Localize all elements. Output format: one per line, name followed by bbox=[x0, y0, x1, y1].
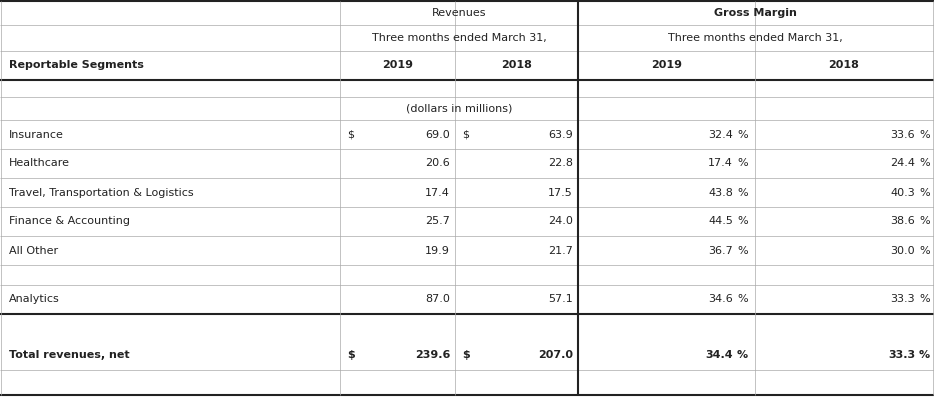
Text: 43.8: 43.8 bbox=[708, 188, 733, 198]
Text: 24.0: 24.0 bbox=[548, 217, 573, 227]
Text: $: $ bbox=[462, 350, 470, 359]
Text: 30.0: 30.0 bbox=[890, 245, 915, 255]
Text: Analytics: Analytics bbox=[9, 294, 60, 304]
Text: 19.9: 19.9 bbox=[425, 245, 450, 255]
Text: %: % bbox=[737, 350, 748, 359]
Text: $: $ bbox=[347, 350, 355, 359]
Text: %: % bbox=[737, 294, 747, 304]
Text: %: % bbox=[919, 188, 929, 198]
Text: 63.9: 63.9 bbox=[548, 130, 573, 140]
Text: 2019: 2019 bbox=[651, 61, 682, 71]
Text: 207.0: 207.0 bbox=[538, 350, 573, 359]
Text: 44.5: 44.5 bbox=[708, 217, 733, 227]
Text: 40.3: 40.3 bbox=[890, 188, 915, 198]
Text: 34.6: 34.6 bbox=[708, 294, 733, 304]
Text: 24.4: 24.4 bbox=[890, 158, 915, 168]
Text: 2019: 2019 bbox=[382, 61, 413, 71]
Text: Reportable Segments: Reportable Segments bbox=[9, 61, 144, 71]
Text: %: % bbox=[919, 217, 929, 227]
Text: 33.3: 33.3 bbox=[890, 294, 915, 304]
Text: 38.6: 38.6 bbox=[890, 217, 915, 227]
Text: 20.6: 20.6 bbox=[425, 158, 450, 168]
Text: 17.5: 17.5 bbox=[548, 188, 573, 198]
Text: All Other: All Other bbox=[9, 245, 58, 255]
Text: Travel, Transportation & Logistics: Travel, Transportation & Logistics bbox=[9, 188, 193, 198]
Text: %: % bbox=[737, 217, 747, 227]
Text: 57.1: 57.1 bbox=[548, 294, 573, 304]
Text: Three months ended March 31,: Three months ended March 31, bbox=[668, 33, 842, 43]
Text: %: % bbox=[919, 158, 929, 168]
Text: %: % bbox=[737, 188, 747, 198]
Text: 17.4: 17.4 bbox=[708, 158, 733, 168]
Text: 21.7: 21.7 bbox=[548, 245, 573, 255]
Text: Insurance: Insurance bbox=[9, 130, 64, 140]
Text: 32.4: 32.4 bbox=[708, 130, 733, 140]
Text: %: % bbox=[919, 294, 929, 304]
Text: %: % bbox=[737, 130, 747, 140]
Text: $: $ bbox=[462, 130, 469, 140]
Text: (dollars in millions): (dollars in millions) bbox=[405, 103, 512, 113]
Text: 34.4: 34.4 bbox=[705, 350, 733, 359]
Text: Revenues: Revenues bbox=[432, 8, 487, 18]
Text: %: % bbox=[737, 245, 747, 255]
Text: 2018: 2018 bbox=[828, 61, 859, 71]
Text: 25.7: 25.7 bbox=[425, 217, 450, 227]
Text: 17.4: 17.4 bbox=[425, 188, 450, 198]
Text: 239.6: 239.6 bbox=[415, 350, 450, 359]
Text: 69.0: 69.0 bbox=[425, 130, 450, 140]
Text: 33.3: 33.3 bbox=[888, 350, 915, 359]
Text: $: $ bbox=[347, 130, 354, 140]
Text: %: % bbox=[919, 245, 929, 255]
Text: Total revenues, net: Total revenues, net bbox=[9, 350, 130, 359]
Text: 87.0: 87.0 bbox=[425, 294, 450, 304]
Text: Gross Margin: Gross Margin bbox=[715, 8, 797, 18]
Text: Healthcare: Healthcare bbox=[9, 158, 70, 168]
Text: Three months ended March 31,: Three months ended March 31, bbox=[372, 33, 546, 43]
Text: 36.7: 36.7 bbox=[708, 245, 733, 255]
Text: Finance & Accounting: Finance & Accounting bbox=[9, 217, 130, 227]
Text: 22.8: 22.8 bbox=[548, 158, 573, 168]
Text: %: % bbox=[737, 158, 747, 168]
Text: %: % bbox=[919, 350, 930, 359]
Text: %: % bbox=[919, 130, 929, 140]
Text: 2018: 2018 bbox=[501, 61, 532, 71]
Text: 33.6: 33.6 bbox=[890, 130, 915, 140]
